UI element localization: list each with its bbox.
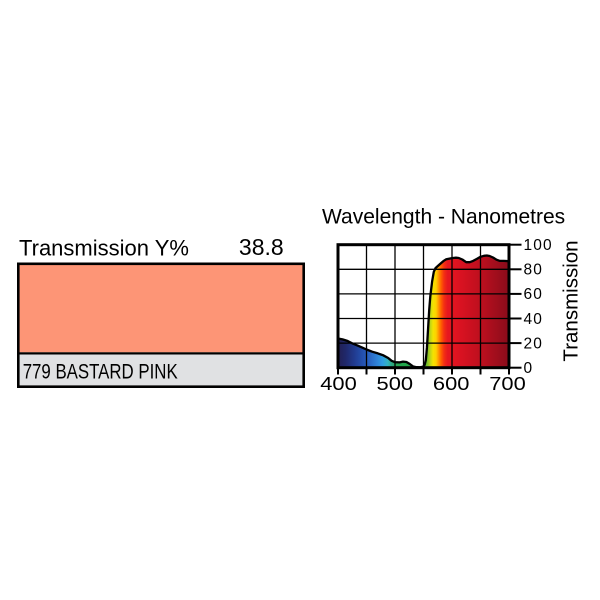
svg-text:40: 40 [524, 311, 543, 328]
svg-text:60: 60 [524, 286, 543, 303]
svg-text:20: 20 [524, 335, 543, 352]
svg-text:400: 400 [320, 373, 357, 394]
svg-text:500: 500 [377, 373, 414, 394]
svg-text:700: 700 [489, 373, 526, 394]
svg-text:Transmission Y%: Transmission Y% [19, 236, 189, 261]
svg-text:0: 0 [524, 360, 534, 377]
svg-text:Transmission: Transmission [560, 240, 583, 361]
svg-text:779 BASTARD PINK: 779 BASTARD PINK [23, 361, 178, 384]
svg-text:600: 600 [433, 373, 470, 394]
svg-text:38.8: 38.8 [239, 234, 284, 260]
svg-text:100: 100 [524, 237, 553, 254]
svg-text:80: 80 [524, 262, 543, 279]
svg-text:Wavelength - Nanometres: Wavelength - Nanometres [322, 206, 565, 229]
